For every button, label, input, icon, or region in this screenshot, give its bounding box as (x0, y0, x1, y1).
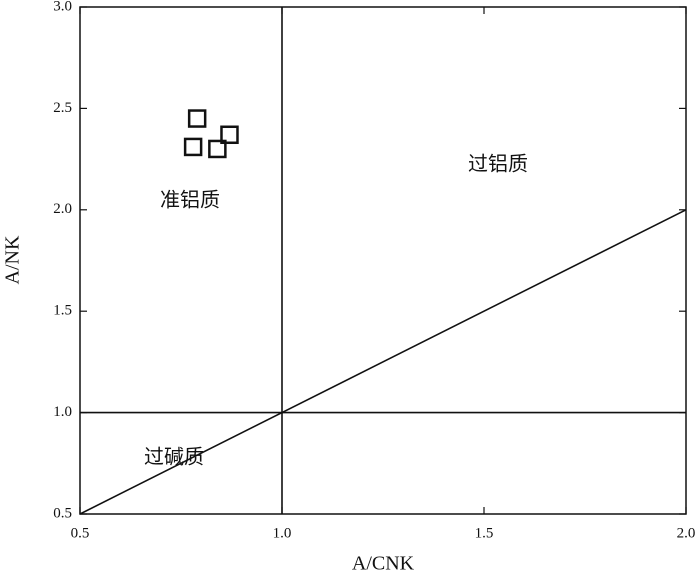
y-tick-label: 2.0 (53, 201, 72, 217)
x-tick-label: 0.5 (71, 525, 90, 541)
x-tick-label: 2.0 (677, 525, 696, 541)
region-label: 过铝质 (468, 153, 528, 176)
y-axis-title: A/NK (2, 235, 24, 284)
point (208, 139, 227, 159)
x-tick-label: 1.0 (273, 525, 292, 541)
point (187, 109, 207, 128)
point (183, 137, 203, 157)
x-tick-label: 1.5 (475, 525, 494, 541)
plot-frame (79, 6, 687, 515)
point (220, 125, 239, 145)
region-label: 过碱质 (144, 446, 204, 469)
reference-line (79, 209, 687, 515)
y-tick-label: 1.5 (53, 303, 72, 319)
y-tick-label: 1.0 (53, 404, 72, 420)
region-label: 准铝质 (160, 189, 220, 212)
y-tick-label: 2.5 (53, 100, 72, 116)
y-tick-label: 0.5 (53, 505, 72, 521)
x-axis-title: A/CNK (352, 553, 415, 575)
y-tick-label: 3.0 (53, 0, 72, 14)
